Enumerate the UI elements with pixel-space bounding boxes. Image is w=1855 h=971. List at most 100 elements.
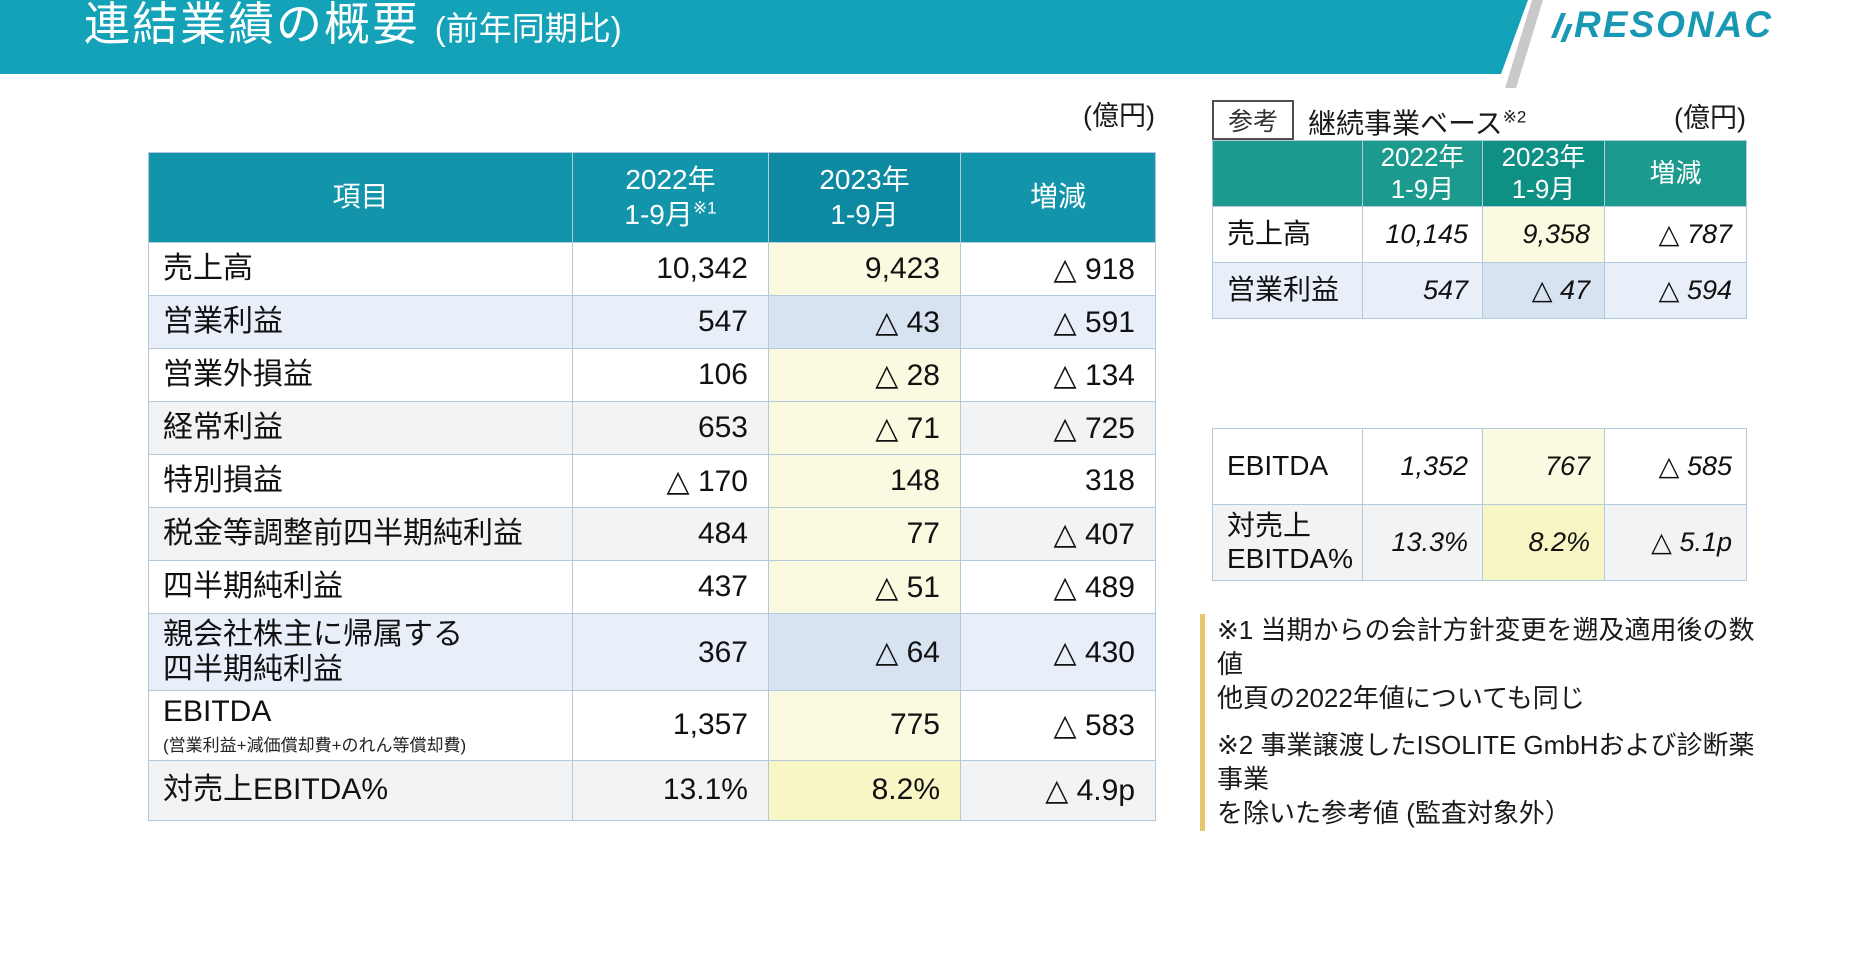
row-label: 四半期純利益 xyxy=(148,560,573,614)
value-change: 318 xyxy=(960,454,1156,508)
value-2022: 547 xyxy=(572,295,769,349)
value-change: △ 594 xyxy=(1604,262,1747,319)
value-2022: 1,352 xyxy=(1362,428,1483,505)
value-change: △ 489 xyxy=(960,560,1156,614)
value-2022: 13.3% xyxy=(1362,504,1483,581)
table-row: 四半期純利益 437 △ 51 △ 489 xyxy=(148,560,1156,614)
reference-caption-text: 継続事業ベース xyxy=(1308,108,1503,139)
value-2022: 10,145 xyxy=(1362,206,1483,263)
table-row: 売上高 10,145 9,358 △ 787 xyxy=(1212,206,1747,263)
col-header-change: 増減 xyxy=(960,152,1156,243)
ref-col-header-item xyxy=(1212,140,1363,207)
table-row: EBITDA 1,352 767 △ 585 xyxy=(1212,428,1747,505)
value-2023: 77 xyxy=(768,507,961,561)
value-2023: 775 xyxy=(768,690,961,761)
reference-results-table: 2022年 1-9月 2023年 1-9月 増減 売上高 10,145 9,358 △ 7… xyxy=(1212,140,1747,319)
col-header-item: 項目 xyxy=(148,152,573,243)
value-change: △ 585 xyxy=(1604,428,1747,505)
table-row: 営業利益 547 △ 43 △ 591 xyxy=(148,295,1156,349)
value-change: △ 591 xyxy=(960,295,1156,349)
value-2023: △ 64 xyxy=(768,613,961,692)
row-label: EBITDA (営業利益+減価償却費+のれん等償却費) xyxy=(148,690,573,761)
value-2022: 653 xyxy=(572,401,769,455)
row-label: 経常利益 xyxy=(148,401,573,455)
page-title: 連結業績の概要 (前年同期比) xyxy=(84,0,622,54)
row-label: 営業利益 xyxy=(1212,262,1363,319)
page-title-main: 連結業績の概要 xyxy=(84,0,420,50)
value-2023: 8.2% xyxy=(768,759,961,821)
value-2023: △ 51 xyxy=(768,560,961,614)
footnote-1: ※1 当期からの会計方針変更を遡及適用後の数値 他頁の2022年値についても同じ xyxy=(1217,615,1755,713)
reference-badge: 参考 xyxy=(1212,100,1294,140)
value-change: △ 4.9p xyxy=(960,759,1156,821)
row-label: 営業利益 xyxy=(148,295,573,349)
table-row: EBITDA (営業利益+減価償却費+のれん等償却費) 1,357 775 △ 583 xyxy=(148,690,1156,761)
value-2022: 547 xyxy=(1362,262,1483,319)
value-2023: 767 xyxy=(1482,428,1605,505)
col-header-2023: 2023年 1-9月 xyxy=(768,152,961,243)
footnotes: ※1 当期からの会計方針変更を遡及適用後の数値 他頁の2022年値についても同じ… xyxy=(1200,614,1770,831)
ref-col-header-2022: 2022年 1-9月 xyxy=(1362,140,1483,207)
table-row: 売上高 10,342 9,423 △ 918 xyxy=(148,242,1156,296)
ebitda-table: EBITDA (営業利益+減価償却費+のれん等償却費) 1,357 775 △ 583 対… xyxy=(148,690,1156,821)
reference-ebitda-table: EBITDA 1,352 767 △ 585 対売上 EBITDA% 13.3% 8.2% △… xyxy=(1212,428,1747,581)
value-2022: 13.1% xyxy=(572,759,769,821)
value-2023: 9,423 xyxy=(768,242,961,296)
value-2023: 8.2% xyxy=(1482,504,1605,581)
value-2022: 437 xyxy=(572,560,769,614)
value-2023: 148 xyxy=(768,454,961,508)
value-2023: △ 71 xyxy=(768,401,961,455)
value-2022: 10,342 xyxy=(572,242,769,296)
value-change: △ 725 xyxy=(960,401,1156,455)
value-change: △ 583 xyxy=(960,690,1156,761)
row-sublabel: (営業利益+減価償却費+のれん等償却費) xyxy=(163,735,467,755)
table-row: 営業利益 547 △ 47 △ 594 xyxy=(1212,262,1747,319)
value-2022: 1,357 xyxy=(572,690,769,761)
unit-label-right: (億円) xyxy=(1674,103,1746,133)
row-label: EBITDA xyxy=(1212,428,1363,505)
page-title-sub: (前年同期比) xyxy=(434,10,622,47)
row-label: 売上高 xyxy=(148,242,573,296)
resonac-logo: RESONAC xyxy=(1550,4,1774,46)
ref-col-header-2023: 2023年 1-9月 xyxy=(1482,140,1605,207)
reference-caption: 継続事業ベース※2 xyxy=(1308,102,1526,142)
logo-mark-icon xyxy=(1560,24,1573,42)
table-row: 親会社株主に帰属する 四半期純利益 367 △ 64 △ 430 xyxy=(148,613,1156,692)
table-row: 経常利益 653 △ 71 △ 725 xyxy=(148,401,1156,455)
unit-label-left: (億円) xyxy=(1083,101,1155,131)
table-row: 営業外損益 106 △ 28 △ 134 xyxy=(148,348,1156,402)
value-change: △ 134 xyxy=(960,348,1156,402)
row-label: 対売上EBITDA% xyxy=(148,759,573,821)
value-2023: △ 28 xyxy=(768,348,961,402)
value-2023: △ 47 xyxy=(1482,262,1605,319)
row-label: 対売上 EBITDA% xyxy=(1212,504,1363,581)
value-2022: △ 170 xyxy=(572,454,769,508)
value-2022: 367 xyxy=(572,613,769,692)
table-row: 税金等調整前四半期純利益 484 77 △ 407 xyxy=(148,507,1156,561)
value-change: △ 5.1p xyxy=(1604,504,1747,581)
table-row: 対売上 EBITDA% 13.3% 8.2% △ 5.1p xyxy=(1212,504,1747,581)
value-2023: △ 43 xyxy=(768,295,961,349)
table-row: 特別損益 △ 170 148 318 xyxy=(148,454,1156,508)
ref-table-header-row: 2022年 1-9月 2023年 1-9月 増減 xyxy=(1212,140,1747,207)
ref-col-header-change: 増減 xyxy=(1604,140,1747,207)
table-row: 対売上EBITDA% 13.1% 8.2% △ 4.9p xyxy=(148,759,1156,821)
reference-caption-sup: ※2 xyxy=(1502,107,1527,127)
value-change: △ 430 xyxy=(960,613,1156,692)
value-2022: 484 xyxy=(572,507,769,561)
row-label: 特別損益 xyxy=(148,454,573,508)
col-header-2022: 2022年 1-9月※1 xyxy=(572,152,769,243)
value-change: △ 918 xyxy=(960,242,1156,296)
value-2023: 9,358 xyxy=(1482,206,1605,263)
value-2022: 106 xyxy=(572,348,769,402)
main-table-header-row: 項目 2022年 1-9月※1 2023年 1-9月 増減 xyxy=(148,152,1156,243)
row-label: 営業外損益 xyxy=(148,348,573,402)
row-label: 税金等調整前四半期純利益 xyxy=(148,507,573,561)
logo-text: RESONAC xyxy=(1574,4,1774,45)
row-label: 売上高 xyxy=(1212,206,1363,263)
footnote-2: ※2 事業譲渡したISOLITE GmbHおよび診断薬事業 を除いた参考値 (監… xyxy=(1217,730,1755,828)
row-label: 親会社株主に帰属する 四半期純利益 xyxy=(148,613,573,692)
value-change: △ 787 xyxy=(1604,206,1747,263)
title-bar: 連結業績の概要 (前年同期比) xyxy=(0,0,1528,74)
